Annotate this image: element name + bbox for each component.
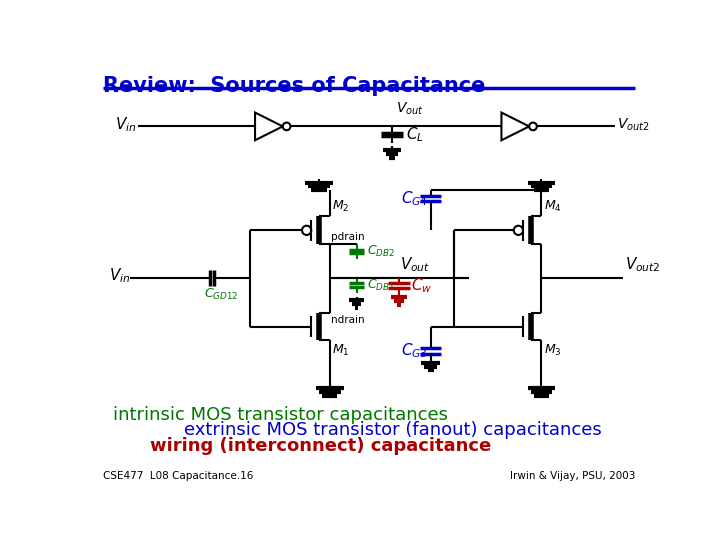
Text: Review:  Sources of Capacitance: Review: Sources of Capacitance — [102, 76, 485, 96]
Text: $M_1$: $M_1$ — [332, 343, 349, 358]
Text: $C_{G3}$: $C_{G3}$ — [401, 341, 428, 360]
Text: $C_{G4}$: $C_{G4}$ — [401, 190, 428, 208]
Text: $V_{in}$: $V_{in}$ — [109, 266, 130, 285]
Text: $V_{out2}$: $V_{out2}$ — [617, 117, 649, 133]
Text: $C_L$: $C_L$ — [406, 125, 424, 144]
Text: Irwin & Vijay, PSU, 2003: Irwin & Vijay, PSU, 2003 — [510, 471, 636, 481]
Text: extrinsic MOS transistor (fanout) capacitances: extrinsic MOS transistor (fanout) capaci… — [184, 421, 602, 440]
Text: $C_{GD12}$: $C_{GD12}$ — [204, 287, 238, 302]
Text: $M_2$: $M_2$ — [332, 199, 349, 214]
Text: intrinsic MOS transistor capacitances: intrinsic MOS transistor capacitances — [113, 406, 449, 424]
Text: $V_{in}$: $V_{in}$ — [115, 116, 136, 134]
Text: $V_{out}$: $V_{out}$ — [396, 101, 423, 117]
Text: wiring (interconnect) capacitance: wiring (interconnect) capacitance — [150, 437, 491, 455]
Text: CSE477  L08 Capacitance.16: CSE477 L08 Capacitance.16 — [102, 471, 253, 481]
Text: $M_3$: $M_3$ — [544, 343, 562, 358]
Text: pdrain: pdrain — [331, 232, 365, 242]
Text: $C_w$: $C_w$ — [411, 276, 433, 295]
Text: $V_{out}$: $V_{out}$ — [400, 255, 430, 274]
Text: $M_4$: $M_4$ — [544, 199, 562, 214]
Text: $C_{DB1}$: $C_{DB1}$ — [367, 278, 396, 293]
Text: ndrain: ndrain — [331, 315, 365, 325]
Polygon shape — [501, 112, 529, 140]
Text: $V_{out2}$: $V_{out2}$ — [625, 255, 660, 274]
Text: $C_{DB2}$: $C_{DB2}$ — [367, 244, 395, 259]
Polygon shape — [255, 112, 283, 140]
